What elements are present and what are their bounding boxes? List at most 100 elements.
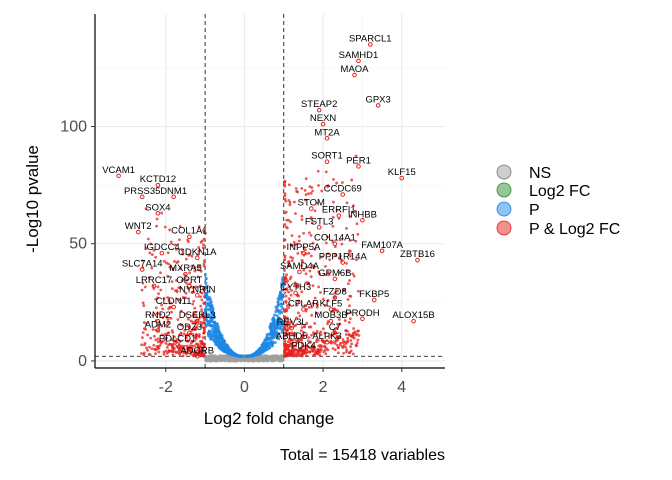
sig-point xyxy=(177,238,181,242)
tick-labels: -2 0 2 4 0 50 100 xyxy=(60,119,406,396)
sig-point xyxy=(151,313,155,317)
labeled-point xyxy=(328,307,334,312)
p-point xyxy=(215,335,219,339)
sig-point xyxy=(175,338,179,341)
sig-point xyxy=(286,320,290,324)
sig-point xyxy=(348,317,352,321)
p-point xyxy=(258,351,262,355)
p-point xyxy=(272,321,276,325)
sig-point xyxy=(165,345,169,349)
sig-point xyxy=(349,345,352,349)
sig-point xyxy=(169,301,173,305)
sig-point xyxy=(340,181,344,184)
sig-point xyxy=(185,339,189,343)
sig-point xyxy=(195,342,199,346)
sig-point xyxy=(313,247,317,251)
sig-point xyxy=(201,336,205,339)
sig-point xyxy=(310,305,314,309)
sig-point xyxy=(341,338,345,341)
sig-point xyxy=(304,272,308,276)
sig-point xyxy=(343,319,347,322)
sig-point xyxy=(160,211,164,215)
p-point xyxy=(272,335,276,339)
sig-point xyxy=(326,235,329,239)
sig-point xyxy=(319,333,323,337)
p-point xyxy=(252,353,256,357)
sig-point xyxy=(202,328,206,332)
sig-point xyxy=(202,262,206,266)
sig-point xyxy=(157,346,161,350)
sig-point xyxy=(143,342,147,345)
sig-point xyxy=(181,296,185,299)
sig-point xyxy=(142,327,146,331)
sig-point xyxy=(317,285,321,289)
p-point xyxy=(203,308,207,312)
labeled-point xyxy=(360,316,365,322)
sig-point xyxy=(181,354,185,358)
sig-point xyxy=(302,245,306,249)
p-point xyxy=(234,354,238,358)
sig-point xyxy=(196,275,200,279)
sig-point xyxy=(190,344,194,348)
gene-label: NYNRIN xyxy=(179,284,216,295)
sig-point xyxy=(295,303,299,307)
gene-label: ABHD5 xyxy=(276,331,308,342)
sig-point xyxy=(283,315,287,319)
gene-label: ZBTB16 xyxy=(400,249,435,260)
sig-point xyxy=(146,333,150,337)
sig-point xyxy=(179,323,182,327)
sig-point xyxy=(185,281,188,285)
sig-point xyxy=(298,314,302,318)
gene-label: PDLCD1 xyxy=(159,334,197,345)
sig-point xyxy=(283,179,287,183)
sig-point xyxy=(355,341,359,345)
sig-point xyxy=(157,292,160,296)
sig-point xyxy=(349,311,353,315)
sig-point xyxy=(202,301,206,305)
sig-point xyxy=(186,238,190,242)
labeled-point xyxy=(135,229,141,235)
labeled-point xyxy=(297,269,302,275)
sig-point xyxy=(202,352,206,356)
p-point xyxy=(216,325,220,329)
ns-point xyxy=(262,358,266,363)
gene-label: FKBP5 xyxy=(359,289,389,300)
sig-point xyxy=(167,350,171,354)
p-point xyxy=(281,320,285,324)
sig-point xyxy=(185,344,189,348)
labeled-point xyxy=(356,164,361,169)
sig-point xyxy=(333,348,337,352)
sig-point xyxy=(319,330,323,334)
sig-point xyxy=(347,320,351,324)
gene-label: PRODH xyxy=(345,308,379,319)
sig-point xyxy=(300,186,304,190)
sig-point xyxy=(289,255,293,259)
sig-point xyxy=(295,354,298,358)
sig-point xyxy=(175,289,179,292)
gene-label: COL14A1 xyxy=(314,233,356,244)
sig-point xyxy=(348,294,352,298)
sig-point xyxy=(188,271,192,275)
labeled-point xyxy=(324,135,330,141)
sig-point xyxy=(169,306,172,309)
sig-point xyxy=(165,315,168,319)
sig-point xyxy=(319,291,322,294)
gene-label: PDK4 xyxy=(291,341,316,352)
p-point xyxy=(271,324,275,328)
gene-label: DSERL3 xyxy=(179,310,216,321)
sig-point xyxy=(294,187,298,190)
sig-point xyxy=(352,327,355,330)
sig-point xyxy=(179,332,183,336)
sig-point xyxy=(300,290,304,294)
labeled-point xyxy=(399,175,405,181)
sig-point xyxy=(162,297,166,300)
sig-point xyxy=(345,350,348,354)
sig-point xyxy=(158,323,162,327)
sig-point xyxy=(184,291,188,295)
sig-point xyxy=(318,350,322,354)
legend-key-p xyxy=(496,201,512,217)
sig-point xyxy=(199,269,203,273)
sig-point xyxy=(348,239,352,242)
sig-point xyxy=(297,235,301,238)
sig-point xyxy=(304,177,308,181)
